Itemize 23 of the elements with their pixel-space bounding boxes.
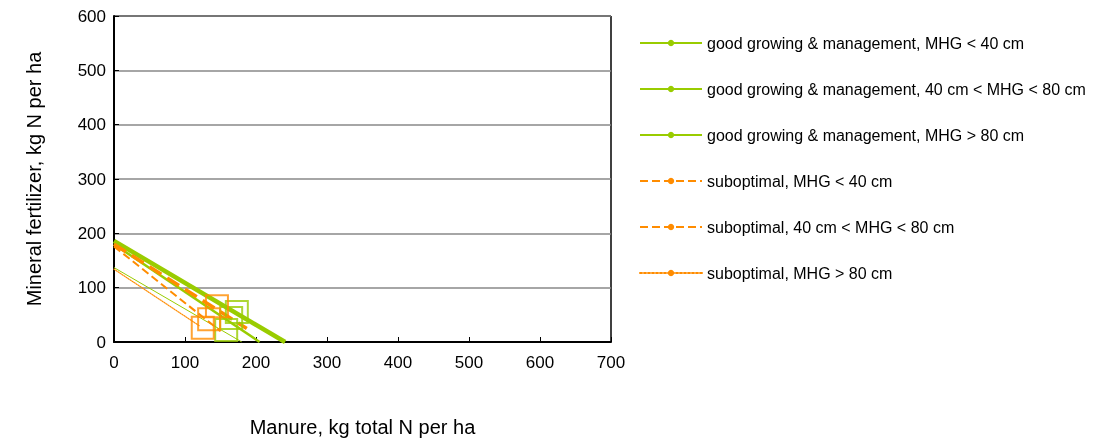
legend-label: good growing & management, MHG < 40 cm [707,34,1025,52]
x-tick-label: 700 [596,353,626,372]
legend-label: good growing & management, MHG > 80 cm [707,126,1025,144]
y-tick-label: 100 [77,278,106,298]
y-tick-label: 0 [96,332,106,352]
x-tick-label: 100 [170,353,200,372]
y-axis-title: Mineral fertilizer, kg N per ha [23,50,45,307]
y-tick-label: 200 [77,223,106,243]
y-tick-label: 500 [77,60,106,80]
y-tick-label: 300 [77,169,106,189]
x-axis-title: Manure, kg total N per ha [249,416,477,438]
legend-label: suboptimal, MHG > 80 cm [707,264,893,282]
x-tick-label: 400 [383,353,413,372]
x-tick-label: 200 [241,353,271,372]
legend-label: suboptimal, MHG < 40 cm [707,172,893,190]
x-tick-label: 600 [525,353,555,372]
legend-label: suboptimal, 40 cm < MHG < 80 cm [707,218,955,236]
y-tick-label: 600 [77,6,106,26]
y-tick-label: 400 [77,115,106,135]
x-tick-label: 500 [454,353,484,372]
x-tick-label: 300 [312,353,342,372]
legend-label: good growing & management, 40 cm < MHG < 80 cm [707,80,1086,98]
x-tick-label: 0 [109,353,119,372]
